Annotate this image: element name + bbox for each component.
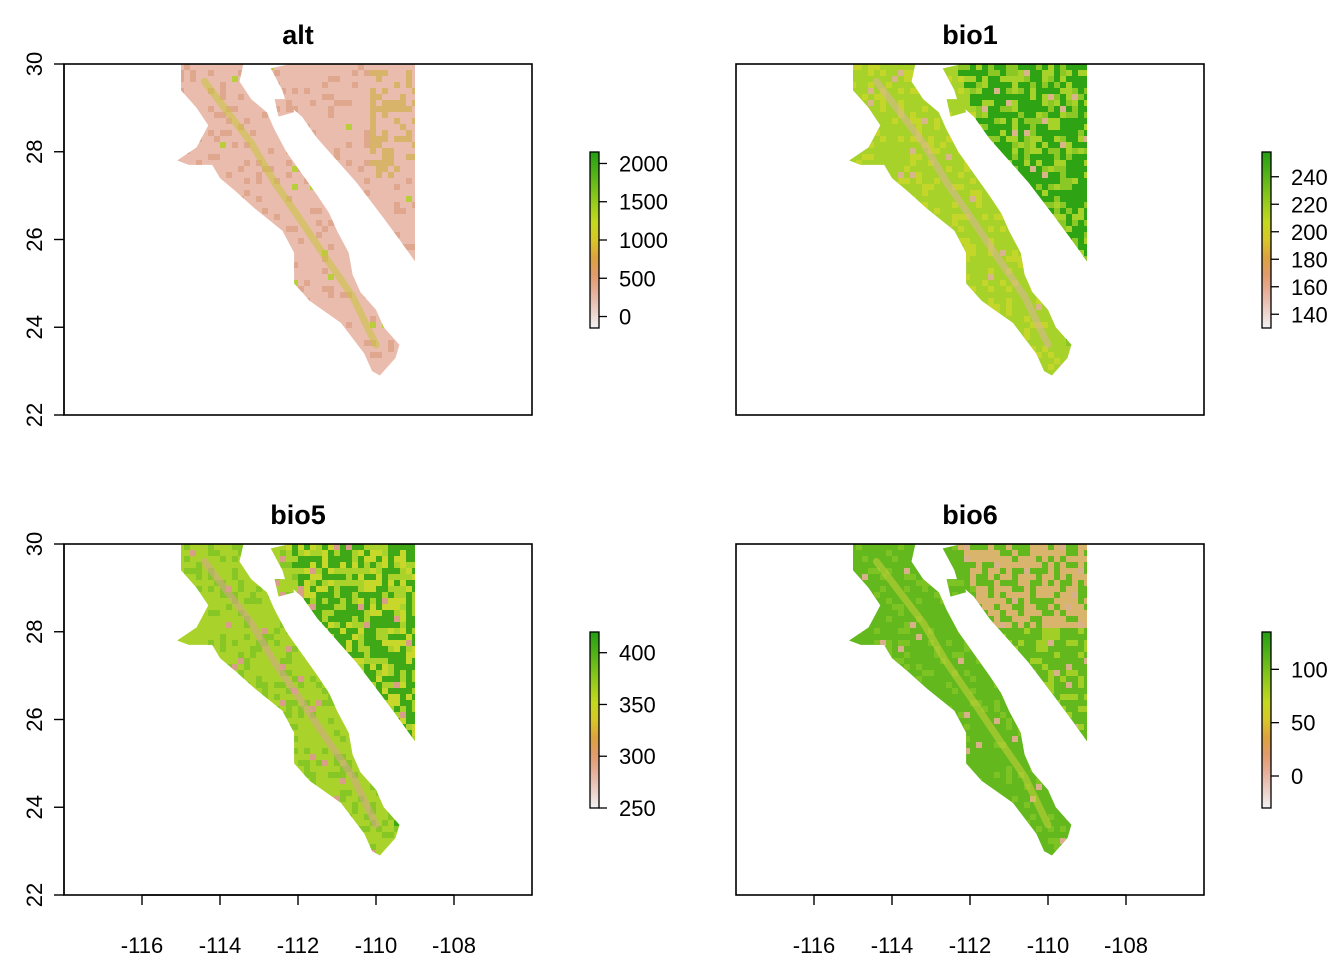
legend-tick-label: 1500 [619, 190, 668, 215]
raster-ridge [200, 78, 380, 349]
y-tick-label: 28 [22, 620, 47, 644]
legend-ramp [589, 631, 600, 809]
y-axis: 22 24 26 28 30 [22, 52, 65, 427]
panel-title: alt [282, 20, 314, 50]
plot-frame [735, 63, 1205, 416]
legend-ramp [589, 151, 600, 329]
x-tick-label: -110 [355, 933, 397, 958]
x-tick-label: -114 [199, 933, 241, 958]
panel-bio6: bio6 -116 -114 -112 -110 -108 0 50 100 [735, 500, 1328, 958]
raster-ridge [200, 558, 380, 829]
legend-tick-label: 250 [619, 796, 656, 821]
raster-ridge [872, 558, 1052, 829]
legend-tick-label: 220 [1291, 192, 1328, 217]
y-tick-label: 30 [22, 52, 47, 76]
legend-tick-label: 1000 [619, 228, 668, 253]
legend-tick-label: 2000 [619, 151, 668, 176]
x-tick-label: -116 [793, 933, 835, 958]
legend-tick-label: 400 [619, 641, 656, 666]
panel-title: bio6 [942, 500, 998, 530]
raster-bio6 [849, 544, 1087, 856]
legend-tick-label: 200 [1291, 220, 1328, 245]
legend-colorbar: 0 50 100 [1261, 631, 1328, 809]
legend-tick-label: 0 [1291, 764, 1303, 789]
legend-ramp [1261, 631, 1272, 809]
legend-ramp [1261, 151, 1272, 329]
x-tick-label: -114 [871, 933, 913, 958]
legend-tick-label: 160 [1291, 275, 1328, 300]
legend-colorbar: 250 300 350 400 [589, 631, 656, 821]
raster-ridge [872, 78, 1052, 349]
x-tick-label: -108 [1104, 933, 1148, 958]
legend-tick-label: 50 [1291, 711, 1315, 736]
legend-tick-label: 300 [619, 744, 656, 769]
raster-base [177, 544, 415, 856]
raster-base [849, 544, 1087, 856]
x-axis: -116 -114 -112 -110 -108 [793, 894, 1148, 958]
y-tick-label: 26 [22, 707, 47, 731]
x-tick-label: -108 [432, 933, 476, 958]
x-tick-label: -110 [1027, 933, 1069, 958]
y-tick-label: 24 [22, 795, 47, 819]
legend-tick-label: 100 [1291, 657, 1328, 682]
legend-tick-label: 240 [1291, 165, 1328, 190]
y-tick-label: 22 [22, 403, 47, 427]
panel-title: bio5 [270, 500, 326, 530]
raster-bio1 [849, 64, 1087, 376]
x-axis: -116 -114 -112 -110 -108 [121, 894, 476, 958]
x-tick-label: -112 [949, 933, 991, 958]
panel-alt: alt 22 24 26 28 30 0 500 1000 1500 2000 [22, 20, 668, 427]
legend-tick-label: 0 [619, 305, 631, 330]
panel-bio5: bio5 22 24 26 28 30 -116 -114 -112 -110 -108 250 300… [22, 500, 656, 958]
legend-tick-label: 500 [619, 266, 656, 291]
x-tick-label: -112 [277, 933, 319, 958]
raster-alt [177, 64, 415, 376]
raster-bio5 [177, 544, 415, 856]
y-tick-label: 24 [22, 315, 47, 339]
legend-tick-label: 140 [1291, 302, 1328, 327]
legend-tick-label: 180 [1291, 247, 1328, 272]
legend-colorbar: 0 500 1000 1500 2000 [589, 151, 668, 330]
x-tick-label: -116 [121, 933, 163, 958]
panel-title: bio1 [942, 20, 998, 50]
y-tick-label: 22 [22, 883, 47, 907]
y-tick-label: 30 [22, 532, 47, 556]
y-tick-label: 26 [22, 227, 47, 251]
y-axis: 22 24 26 28 30 [22, 532, 65, 907]
legend-tick-label: 350 [619, 692, 656, 717]
y-tick-label: 28 [22, 140, 47, 164]
